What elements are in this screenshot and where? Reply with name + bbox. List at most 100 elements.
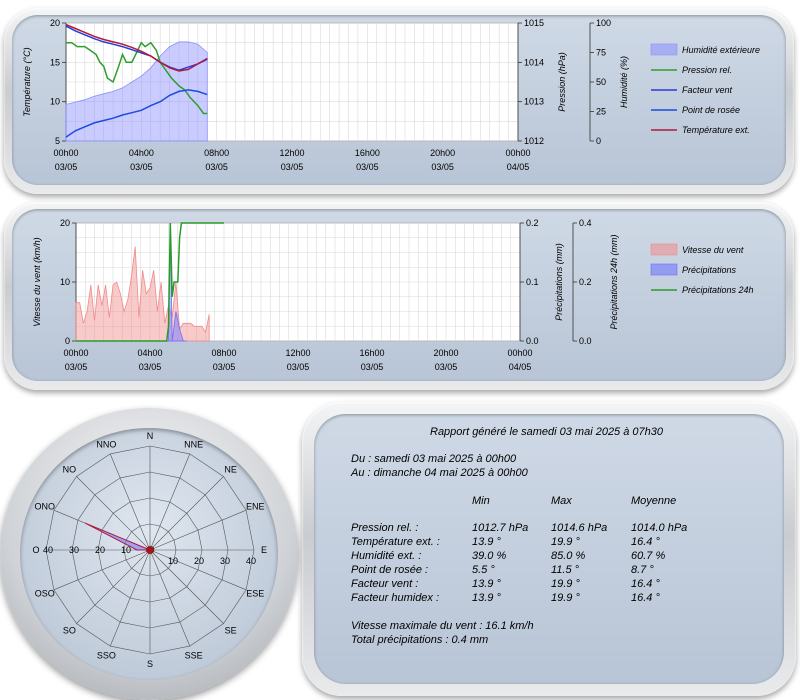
- report-header-max: Max: [551, 495, 572, 507]
- wind-rose-bezel: [0, 408, 298, 700]
- rose-radial-label: 30: [220, 556, 230, 566]
- y-tick-label-temp: 20: [50, 18, 60, 28]
- report-row-label: Humidité ext. :: [351, 550, 422, 562]
- report-row-label: Température ext. :: [351, 536, 440, 548]
- rose-direction-label: S: [147, 659, 153, 669]
- report-row-min: 13.9 °: [472, 536, 501, 548]
- legend-swatch: [650, 243, 678, 256]
- rose-radial-label: 20: [194, 556, 204, 566]
- rose-radial-label: 40: [246, 556, 256, 566]
- axis-title-rain: Précipitations (mm): [554, 243, 564, 321]
- axis-title-wind: Vitesse du vent (km/h): [32, 237, 42, 326]
- rose-direction-label: ONO: [34, 501, 55, 511]
- y-tick-label-wind: 10: [60, 277, 70, 287]
- x-tick-time: 08h00: [211, 348, 236, 358]
- y-tick-label-rain24: 0.2: [579, 277, 592, 287]
- y-tick-label-rain: 0.1: [526, 277, 539, 287]
- rose-spoke: [149, 476, 224, 551]
- y-tick-label-wind: 20: [60, 218, 70, 228]
- wind-rain-chart: 00h00 03/05 04h00 03/05 08h00 03/05 12h00 03/05…: [32, 218, 754, 372]
- report-row-avg: 1014.0 hPa: [631, 522, 688, 534]
- rose-direction-label: NO: [63, 464, 77, 474]
- axis-title-temp: Température (°C): [22, 47, 32, 116]
- x-tick-date: 03/05: [130, 162, 153, 172]
- rose-direction-label: SSE: [185, 650, 203, 660]
- legend-label: Pression rel.: [682, 65, 732, 75]
- x-tick-date: 03/05: [281, 162, 304, 172]
- axis-title-rain24: Précipitations 24h (mm): [609, 234, 619, 329]
- x-tick-time: 04h00: [137, 348, 162, 358]
- y-tick-label-humidity: 25: [596, 107, 606, 117]
- rose-radial-label: 10: [168, 556, 178, 566]
- rose-direction-label: ENE: [246, 501, 265, 511]
- y-tick-label-pressure: 1014: [524, 57, 544, 67]
- axis-title-humidity: Humidité (%): [619, 56, 629, 108]
- rose-spoke: [76, 476, 151, 551]
- x-tick-time: 00h00: [507, 348, 532, 358]
- axis-title-pressure: Pression (hPa): [557, 52, 567, 112]
- x-tick-date: 03/05: [361, 362, 384, 372]
- weather-chart: 00h00 03/05 04h00 03/05 08h00 03/05 12h00 03/05…: [22, 18, 760, 172]
- report-panel-inner: [314, 414, 784, 684]
- series-area-0: [65, 41, 208, 142]
- y-tick-label-rain24: 0.4: [579, 218, 592, 228]
- report-row-min: 13.9 °: [472, 578, 501, 590]
- x-tick-time: 00h00: [505, 148, 530, 158]
- rose-spoke: [109, 549, 151, 647]
- y-tick-label-rain: 0.2: [526, 218, 539, 228]
- legend-swatch: [650, 43, 678, 56]
- x-tick-date: 03/05: [431, 162, 454, 172]
- rose-spoke: [109, 453, 151, 551]
- series-line-3: [65, 89, 208, 138]
- report-row-label: Pression rel. :: [351, 522, 419, 534]
- report-row-max: 85.0 %: [551, 550, 586, 562]
- legend-label: Facteur vent: [682, 85, 733, 95]
- legend-label: Température ext.: [682, 125, 750, 135]
- rose-radial-label-w: 20: [95, 545, 105, 555]
- rose-direction-label: N: [147, 431, 154, 441]
- y-tick-label-wind: 0: [65, 336, 70, 346]
- y-tick-label-temp: 15: [50, 57, 60, 67]
- y-tick-label-pressure: 1015: [524, 18, 544, 28]
- report-row-avg: 16.4 °: [631, 578, 660, 590]
- rose-spoke: [76, 549, 151, 624]
- rose-direction-label: NNE: [184, 440, 203, 450]
- y-tick-label-temp: 5: [55, 136, 60, 146]
- legend-swatch: [650, 263, 678, 276]
- series-line-2: [76, 222, 224, 342]
- rose-direction-label: SO: [63, 626, 76, 636]
- rose-spoke: [149, 549, 191, 647]
- y-tick-label-humidity: 0: [596, 136, 601, 146]
- y-tick-label-rain24: 0.0: [579, 336, 592, 346]
- rose-direction-label: NNO: [96, 440, 116, 450]
- rose-direction-label: NE: [224, 464, 237, 474]
- report-row-min: 13.9 °: [472, 592, 501, 604]
- series-line-4: [65, 23, 208, 72]
- legend-label: Précipitations: [682, 265, 737, 275]
- report-row-max: 1014.6 hPa: [551, 522, 608, 534]
- x-tick-time: 00h00: [63, 348, 88, 358]
- series-area-0: [75, 246, 210, 342]
- rose-direction-label: OSO: [35, 589, 55, 599]
- report-to: Au : dimanche 04 mai 2025 à 00h00: [351, 467, 528, 479]
- x-tick-date: 03/05: [139, 362, 162, 372]
- y-tick-label-temp: 10: [50, 97, 60, 107]
- x-tick-date: 04/05: [509, 362, 532, 372]
- y-tick-label-humidity: 75: [596, 48, 606, 58]
- report-row-avg: 60.7 %: [631, 550, 666, 562]
- x-tick-date: 03/05: [213, 362, 236, 372]
- report-row-min: 5.5 °: [472, 564, 495, 576]
- x-tick-date: 03/05: [65, 362, 88, 372]
- rose-direction-label: SSO: [97, 650, 116, 660]
- y-tick-label-pressure: 1012: [524, 136, 544, 146]
- report-row-label: Point de rosée :: [351, 564, 429, 576]
- x-tick-date: 03/05: [356, 162, 379, 172]
- series-line-2: [65, 25, 208, 71]
- report-header-avg: Moyenne: [631, 495, 677, 507]
- report-row-max: 19.9 °: [551, 578, 580, 590]
- rose-radial-label-w: 10: [121, 545, 131, 555]
- report-row-max: 11.5 °: [551, 564, 580, 576]
- series-line-1: [66, 41, 208, 115]
- x-tick-time: 12h00: [279, 148, 304, 158]
- legend-label: Précipitations 24h: [682, 285, 754, 295]
